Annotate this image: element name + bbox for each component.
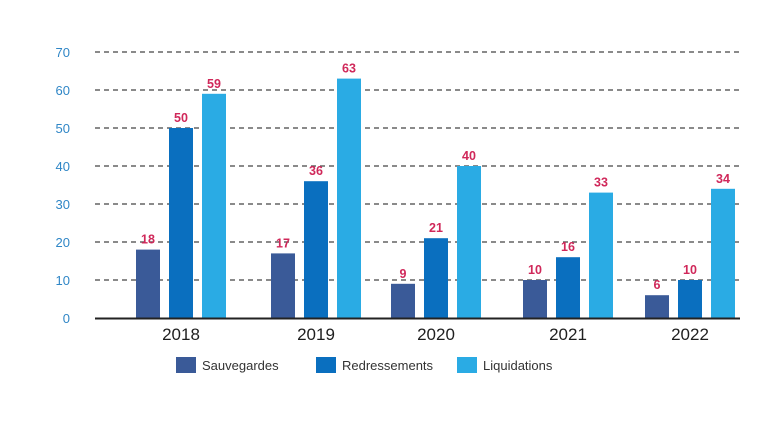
legend-label: Liquidations <box>483 358 553 373</box>
y-tick-label: 70 <box>56 45 70 60</box>
data-label: 10 <box>683 263 697 277</box>
x-tick-label: 2022 <box>671 325 709 344</box>
data-label: 21 <box>429 221 443 235</box>
data-label: 33 <box>594 176 608 190</box>
data-label: 6 <box>654 278 661 292</box>
data-label: 50 <box>174 111 188 125</box>
x-tick-label: 2020 <box>417 325 455 344</box>
bar-redressements-2020 <box>424 238 448 318</box>
y-tick-label: 10 <box>56 273 70 288</box>
bar-liquidations-2019 <box>337 78 361 318</box>
bar-redressements-2022 <box>678 280 702 318</box>
legend-swatch-sauvegardes <box>176 357 196 373</box>
data-label: 18 <box>141 233 155 247</box>
data-label: 63 <box>342 62 356 76</box>
x-tick-label: 2021 <box>549 325 587 344</box>
x-tick-label: 2019 <box>297 325 335 344</box>
bar-liquidations-2020 <box>457 166 481 318</box>
y-tick-label: 0 <box>63 311 70 326</box>
data-label: 34 <box>716 172 730 186</box>
bar-liquidations-2021 <box>589 192 613 318</box>
y-tick-label: 30 <box>56 197 70 212</box>
legend-swatch-redressements <box>316 357 336 373</box>
y-tick-label: 60 <box>56 83 70 98</box>
data-label: 9 <box>400 267 407 281</box>
y-tick-label: 20 <box>56 235 70 250</box>
bar-redressements-2018 <box>169 128 193 318</box>
bar-sauvegardes-2018 <box>136 249 160 318</box>
legend-label: Redressements <box>342 358 434 373</box>
data-label: 16 <box>561 240 575 254</box>
bar-sauvegardes-2022 <box>645 295 669 318</box>
legend-label: Sauvegardes <box>202 358 279 373</box>
bar-sauvegardes-2020 <box>391 283 415 318</box>
bar-redressements-2019 <box>304 181 328 318</box>
data-label: 17 <box>276 236 290 250</box>
bar-liquidations-2022 <box>711 188 735 318</box>
data-label: 10 <box>528 263 542 277</box>
data-label: 40 <box>462 149 476 163</box>
bar-sauvegardes-2019 <box>271 253 295 318</box>
data-label: 59 <box>207 77 221 91</box>
legend-swatch-liquidations <box>457 357 477 373</box>
bar-sauvegardes-2021 <box>523 280 547 318</box>
x-tick-label: 2018 <box>162 325 200 344</box>
data-label: 36 <box>309 164 323 178</box>
y-tick-label: 40 <box>56 159 70 174</box>
bar-liquidations-2018 <box>202 93 226 318</box>
y-tick-label: 50 <box>56 121 70 136</box>
bar-redressements-2021 <box>556 257 580 318</box>
